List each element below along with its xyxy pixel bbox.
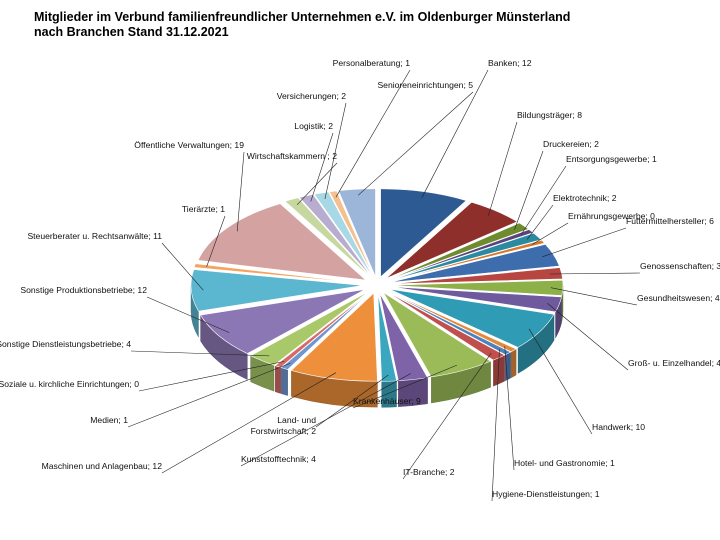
pie-slice [383, 292, 492, 378]
slice-label: Tierärzte; 1 [182, 204, 225, 214]
pie-slice [197, 203, 367, 281]
leader-line [488, 121, 518, 216]
slice-label: Steuerberater u. Rechtsanwälte; 11 [27, 231, 162, 241]
pie-slice [290, 292, 378, 382]
pie-slice [313, 191, 374, 278]
leader-line [526, 204, 554, 240]
slice-label: Sonstige Produktionsbetriebe; 12 [20, 285, 147, 295]
pie-slice [390, 279, 564, 296]
pie-slice [338, 188, 376, 277]
slice-label: Bildungsträger; 8 [517, 110, 582, 120]
slice-label: Personalberatung; 1 [333, 58, 411, 68]
leader-line [130, 350, 270, 357]
leader-line [324, 102, 347, 199]
slice-label: Sonstige Dienstleistungsbetriebe; 4 [0, 339, 131, 349]
leader-line [402, 352, 492, 480]
leader-line [352, 364, 458, 409]
slice-labels: Banken; 12 Bildungsträger; 8 Druckereien; … [0, 58, 720, 502]
pie-slice [193, 263, 364, 284]
pie-slice-side [281, 367, 288, 396]
pie-slice [390, 267, 563, 285]
slice-label: Groß- u. Einzelhandel; 4 [628, 358, 720, 368]
leader-line [335, 69, 411, 198]
slice-label: Wirtschaftskammern ; 2 [247, 151, 337, 161]
slice-label: Logistik; 2 [294, 121, 333, 131]
leader-line [549, 272, 641, 275]
pie-slice [390, 243, 560, 283]
leader-line [532, 222, 569, 245]
leader-line [161, 372, 337, 474]
pie-slice [389, 288, 555, 348]
leader-line [161, 242, 204, 291]
leader-line [514, 150, 544, 230]
slice-label: Senioreneinrichtungen; 5 [377, 80, 473, 90]
leader-line [421, 69, 489, 198]
leader-line [520, 165, 567, 235]
slice-label: Banken; 12 [488, 58, 532, 68]
pie-sides [190, 285, 564, 408]
pie-slice [249, 291, 369, 366]
slice-label: Versicherungen; 2 [277, 91, 346, 101]
pie-slice [200, 289, 366, 354]
slice-label: Kunststofftechnik; 4 [241, 454, 316, 464]
pie-slice [274, 291, 370, 368]
leader-line [206, 215, 226, 267]
slice-label: Entsorgungsgewerbe; 1 [566, 154, 657, 164]
pie-tops [190, 188, 564, 382]
pie-slice [390, 286, 562, 313]
slice-label: Hotel- und Gastronomie; 1 [514, 458, 615, 468]
pie-slice [377, 293, 397, 382]
slice-label: Elektrotechnik; 2 [553, 193, 617, 203]
leader-line [296, 162, 338, 206]
leader-line [547, 303, 629, 371]
leader-line [146, 296, 230, 333]
leader-line [357, 91, 474, 196]
pie-slice [388, 232, 542, 282]
slice-label: Hygiene-Dienstleistungen; 1 [492, 489, 600, 499]
pie-slice [284, 197, 371, 278]
slice-label: Druckereien; 2 [543, 139, 599, 149]
leader-line [504, 346, 515, 471]
leader-line [550, 287, 638, 306]
slice-label: Krankenhäuser; 9 [353, 396, 421, 406]
chart-title: Mitglieder im Verbund familienfreundlich… [34, 10, 570, 40]
pie-slice [389, 239, 546, 282]
leader-line [528, 328, 593, 435]
pie-slice [280, 292, 371, 370]
leader-line [127, 362, 291, 428]
leader-line [315, 374, 389, 428]
pie-slice [190, 269, 364, 312]
slice-label: Gesundheitswesen; 4 [637, 293, 720, 303]
slice-label: Ernährungsgewerbe; 0 [568, 211, 655, 221]
slice-label: IT-Branche; 2 [403, 467, 455, 477]
leader-line [236, 151, 245, 232]
pie-slice [387, 222, 530, 281]
slice-label: Soziale u. kirchliche Einrichtungen; 0 [0, 379, 139, 389]
slice-label: Genossenschaften; 3 [640, 261, 720, 271]
leader-line [138, 361, 285, 392]
pie-slice-side [275, 365, 281, 394]
leader-line [491, 349, 500, 502]
pie-slice-side [510, 348, 517, 379]
slice-label: Handwerk; 10 [592, 422, 645, 432]
pie-slice [387, 290, 517, 353]
slice-label: Futtermittelhersteller; 6 [626, 216, 714, 226]
leader-line [310, 132, 334, 202]
pie-slice [388, 229, 534, 281]
chart-title-line-1: Mitglieder im Verbund familienfreundlich… [34, 10, 571, 24]
pie-slice [379, 293, 429, 382]
slice-label: Maschinen und Anlagenbau; 12 [42, 461, 163, 471]
pie-slice [328, 190, 374, 277]
slice-label: Medien; 1 [90, 415, 128, 425]
slice-label: Land- und Forstwirtschaft; 2 [251, 415, 317, 436]
slice-label: Öffentliche Verwaltungen; 19 [134, 140, 244, 150]
chart-title-line-2: nach Branchen Stand 31.12.2021 [34, 25, 229, 39]
leader-line [542, 227, 627, 258]
